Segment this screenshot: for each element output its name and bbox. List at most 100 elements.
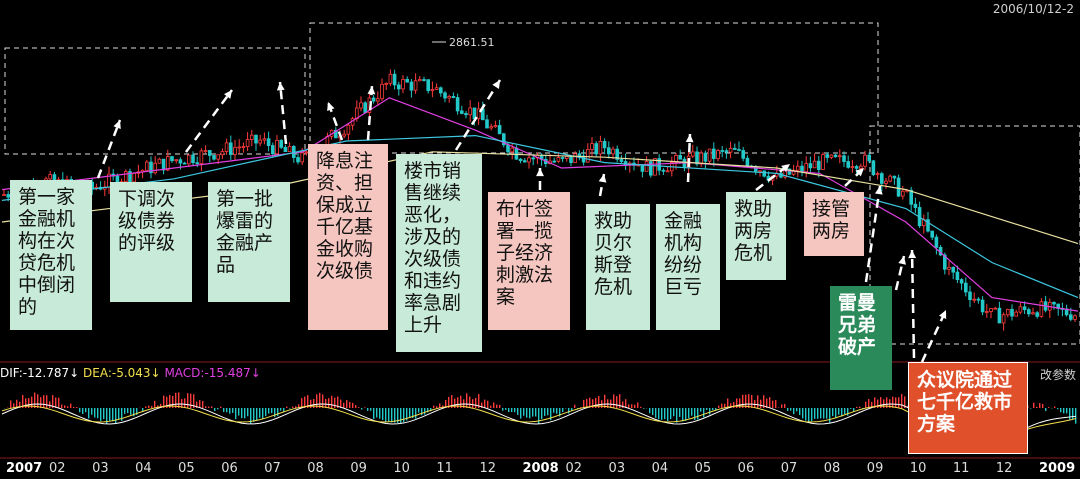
macd-bar	[511, 408, 513, 413]
macd-bar	[313, 399, 315, 408]
candle-body	[401, 78, 405, 90]
annotation-arrow-line	[894, 255, 906, 291]
macd-bar	[268, 408, 270, 414]
candle-body	[586, 149, 590, 163]
macd-bar	[328, 398, 330, 408]
candle-body	[569, 156, 573, 163]
candle-body	[888, 175, 892, 182]
candle-body	[363, 102, 367, 113]
x-tick-label: 08	[307, 461, 324, 476]
macd-bar	[766, 398, 768, 408]
macd-bar	[850, 408, 852, 409]
candle-body	[565, 156, 569, 159]
macd-bar	[373, 408, 375, 420]
macd-bar	[457, 397, 459, 408]
macd-bar	[112, 408, 114, 422]
candle-body	[800, 165, 804, 173]
macd-bar	[805, 408, 807, 421]
macd-bar	[691, 408, 693, 416]
macd-bar	[280, 408, 282, 411]
macd-bar	[667, 408, 669, 421]
macd-bar	[883, 399, 885, 408]
candle-body	[510, 147, 514, 153]
annotation-arrow-head	[598, 174, 607, 183]
macd-bar	[616, 396, 618, 408]
candle-body	[1069, 314, 1073, 320]
macd-bar	[31, 396, 33, 408]
macd-bar	[241, 408, 243, 419]
candle-body	[447, 96, 451, 99]
macd-bar	[1066, 408, 1068, 414]
candle-body	[959, 279, 964, 284]
macd-bar	[748, 394, 750, 408]
candle-body	[241, 146, 246, 148]
candle-body	[161, 158, 166, 171]
macd-bar	[169, 394, 171, 408]
macd-bar	[634, 404, 636, 408]
candle-body	[691, 151, 695, 157]
macd-bar	[355, 405, 357, 408]
candle-body	[644, 161, 649, 172]
macd-bar	[370, 408, 372, 411]
macd-line-dif	[1, 403, 1077, 452]
macd-bar	[556, 408, 558, 414]
macd-bar	[406, 408, 408, 421]
macd-bar	[289, 408, 291, 409]
annotation-arrow-head	[367, 86, 376, 95]
change-params-button[interactable]: 改参数	[1039, 368, 1076, 382]
macd-bar	[1063, 408, 1065, 414]
macd-bar	[523, 408, 525, 416]
candle-body	[380, 83, 384, 100]
annotation-arrow-line	[96, 119, 122, 179]
macd-bar	[880, 397, 882, 408]
candle-body	[514, 147, 519, 160]
macd-bar	[118, 408, 120, 420]
macd-bar	[700, 408, 702, 412]
candle-body	[6, 194, 10, 198]
dif-label: DIF:-12.787↓	[0, 366, 80, 380]
macd-bar	[478, 394, 480, 408]
macd-bar	[658, 408, 660, 420]
candle-body	[1035, 312, 1040, 317]
macd-bar	[391, 408, 393, 423]
x-tick-label: 06	[221, 461, 238, 476]
macd-bar	[526, 408, 528, 418]
annotation-arrow-head	[536, 168, 544, 177]
macd-bar	[379, 408, 381, 419]
macd-bar	[745, 394, 747, 408]
macd-bar	[835, 408, 837, 419]
macd-bar	[439, 403, 441, 408]
candle-body	[985, 311, 989, 313]
macd-bar	[769, 397, 771, 408]
candle-body	[531, 157, 535, 160]
candle-body	[951, 266, 955, 273]
macd-bar	[814, 408, 816, 419]
candle-body	[1031, 312, 1035, 315]
macd-bar	[157, 405, 159, 408]
macd-bar	[781, 404, 783, 408]
annotation-stimulus: 布什签署一揽子经济刺激法案	[488, 192, 570, 330]
candle-body	[1073, 315, 1077, 320]
macd-bar	[52, 395, 54, 408]
macd-bar	[823, 408, 825, 419]
candle-body	[892, 175, 897, 179]
macd-bar	[574, 404, 576, 408]
macd-bar	[553, 408, 555, 413]
candle-body	[443, 92, 447, 99]
candle-body	[838, 155, 842, 158]
candle-body	[417, 79, 422, 82]
macd-bar	[136, 408, 138, 415]
candle-body	[817, 160, 821, 170]
macd-bar	[538, 408, 540, 424]
macd-bar	[109, 408, 111, 421]
macd-bar	[115, 408, 117, 424]
candle-body	[426, 79, 430, 92]
macd-bar	[433, 405, 435, 408]
candle-body	[451, 96, 456, 98]
annotation-arrow-head	[113, 120, 121, 129]
macd-bar	[661, 408, 663, 420]
candle-body	[724, 150, 729, 153]
annotation-bear-stearns: 救助贝尔斯登危机	[586, 204, 650, 330]
macd-bar	[589, 397, 591, 408]
macd-bar	[559, 408, 561, 417]
